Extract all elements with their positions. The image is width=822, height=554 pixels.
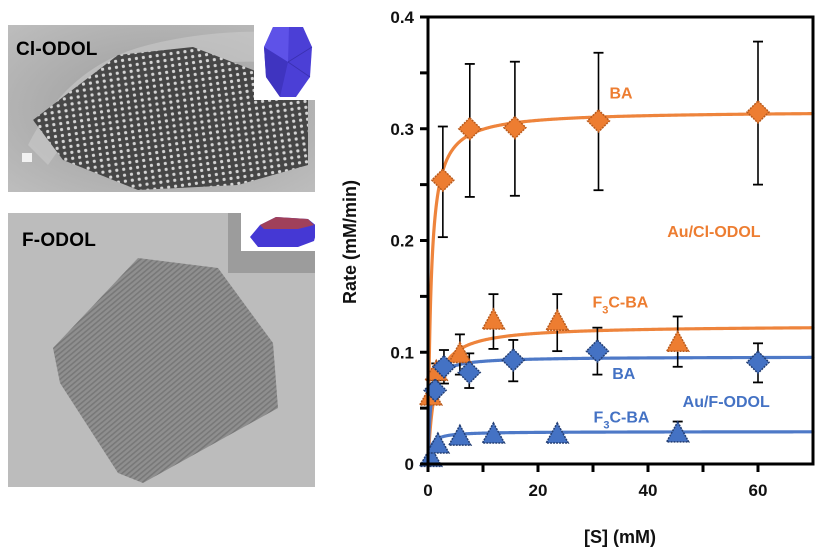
data-point-triangle bbox=[544, 421, 570, 444]
data-point-diamond bbox=[431, 354, 457, 379]
series-label: Au/Cl-ODOL bbox=[667, 224, 761, 241]
data-point-diamond bbox=[745, 350, 771, 375]
data-markers bbox=[418, 99, 771, 468]
series-label: F3C-BA bbox=[592, 295, 648, 317]
data-point-triangle bbox=[418, 444, 444, 468]
nanocrystal-plate bbox=[53, 258, 278, 483]
tem-lattice-image bbox=[8, 25, 315, 192]
data-point-triangle bbox=[447, 423, 473, 446]
tem-image-cl-odol: Cl-ODOL bbox=[8, 25, 315, 192]
x-tick-labels: 0 20 40 60 bbox=[423, 481, 767, 500]
tem-image-f-odol: F-ODOL bbox=[8, 213, 315, 487]
series-label: BA bbox=[610, 86, 634, 103]
data-point-triangle bbox=[544, 308, 570, 331]
x-tick-label: 60 bbox=[749, 481, 768, 500]
data-point-triangle bbox=[665, 329, 690, 353]
data-point-triangle bbox=[481, 307, 506, 330]
y-tick-label: 0.1 bbox=[390, 343, 414, 362]
y-tick-label: 0.3 bbox=[390, 120, 414, 139]
series-label: BA bbox=[612, 366, 636, 383]
data-point-diamond bbox=[586, 108, 611, 133]
axis-ticks bbox=[420, 15, 760, 472]
data-point-triangle bbox=[481, 421, 506, 444]
x-tick-label: 40 bbox=[639, 481, 658, 500]
x-axis-title: [S] (mM) bbox=[584, 527, 656, 547]
nanocrystal-bipyramid bbox=[33, 47, 308, 190]
bipyramid-model-icon bbox=[264, 27, 313, 97]
series-label: F3C-BA bbox=[594, 410, 650, 432]
series-label: Au/F-ODOL bbox=[683, 394, 770, 411]
data-point-triangle bbox=[665, 420, 690, 443]
x-tick-label: 20 bbox=[529, 481, 548, 500]
y-tick-label: 0.4 bbox=[390, 8, 414, 27]
tem-lattice-image bbox=[8, 213, 315, 487]
y-tick-labels: 0 0.1 0.2 0.3 0.4 bbox=[390, 8, 414, 474]
data-point-triangle bbox=[447, 340, 473, 364]
data-point-triangle bbox=[425, 431, 451, 454]
scale-marker bbox=[22, 153, 32, 162]
plate-model-icon bbox=[250, 217, 315, 247]
data-point-diamond bbox=[502, 115, 527, 140]
y-axis-title: Rate (mM/min) bbox=[340, 180, 360, 304]
panel-label-f-odol: F-ODOL bbox=[22, 230, 97, 251]
data-point-diamond bbox=[457, 116, 482, 141]
y-tick-label: 0 bbox=[405, 455, 414, 474]
y-tick-label: 0.2 bbox=[390, 232, 414, 251]
data-point-diamond bbox=[501, 348, 526, 373]
data-point-diamond bbox=[745, 99, 771, 125]
series-annotations: BA Au/Cl-ODOL F3C-BA BA Au/F-ODOL F3C-BA bbox=[592, 86, 770, 432]
panel-label-cl-odol: Cl-ODOL bbox=[16, 39, 98, 60]
data-point-diamond bbox=[585, 339, 610, 364]
data-point-diamond bbox=[430, 168, 455, 193]
x-tick-label: 0 bbox=[423, 481, 432, 500]
data-point-diamond bbox=[457, 360, 482, 385]
